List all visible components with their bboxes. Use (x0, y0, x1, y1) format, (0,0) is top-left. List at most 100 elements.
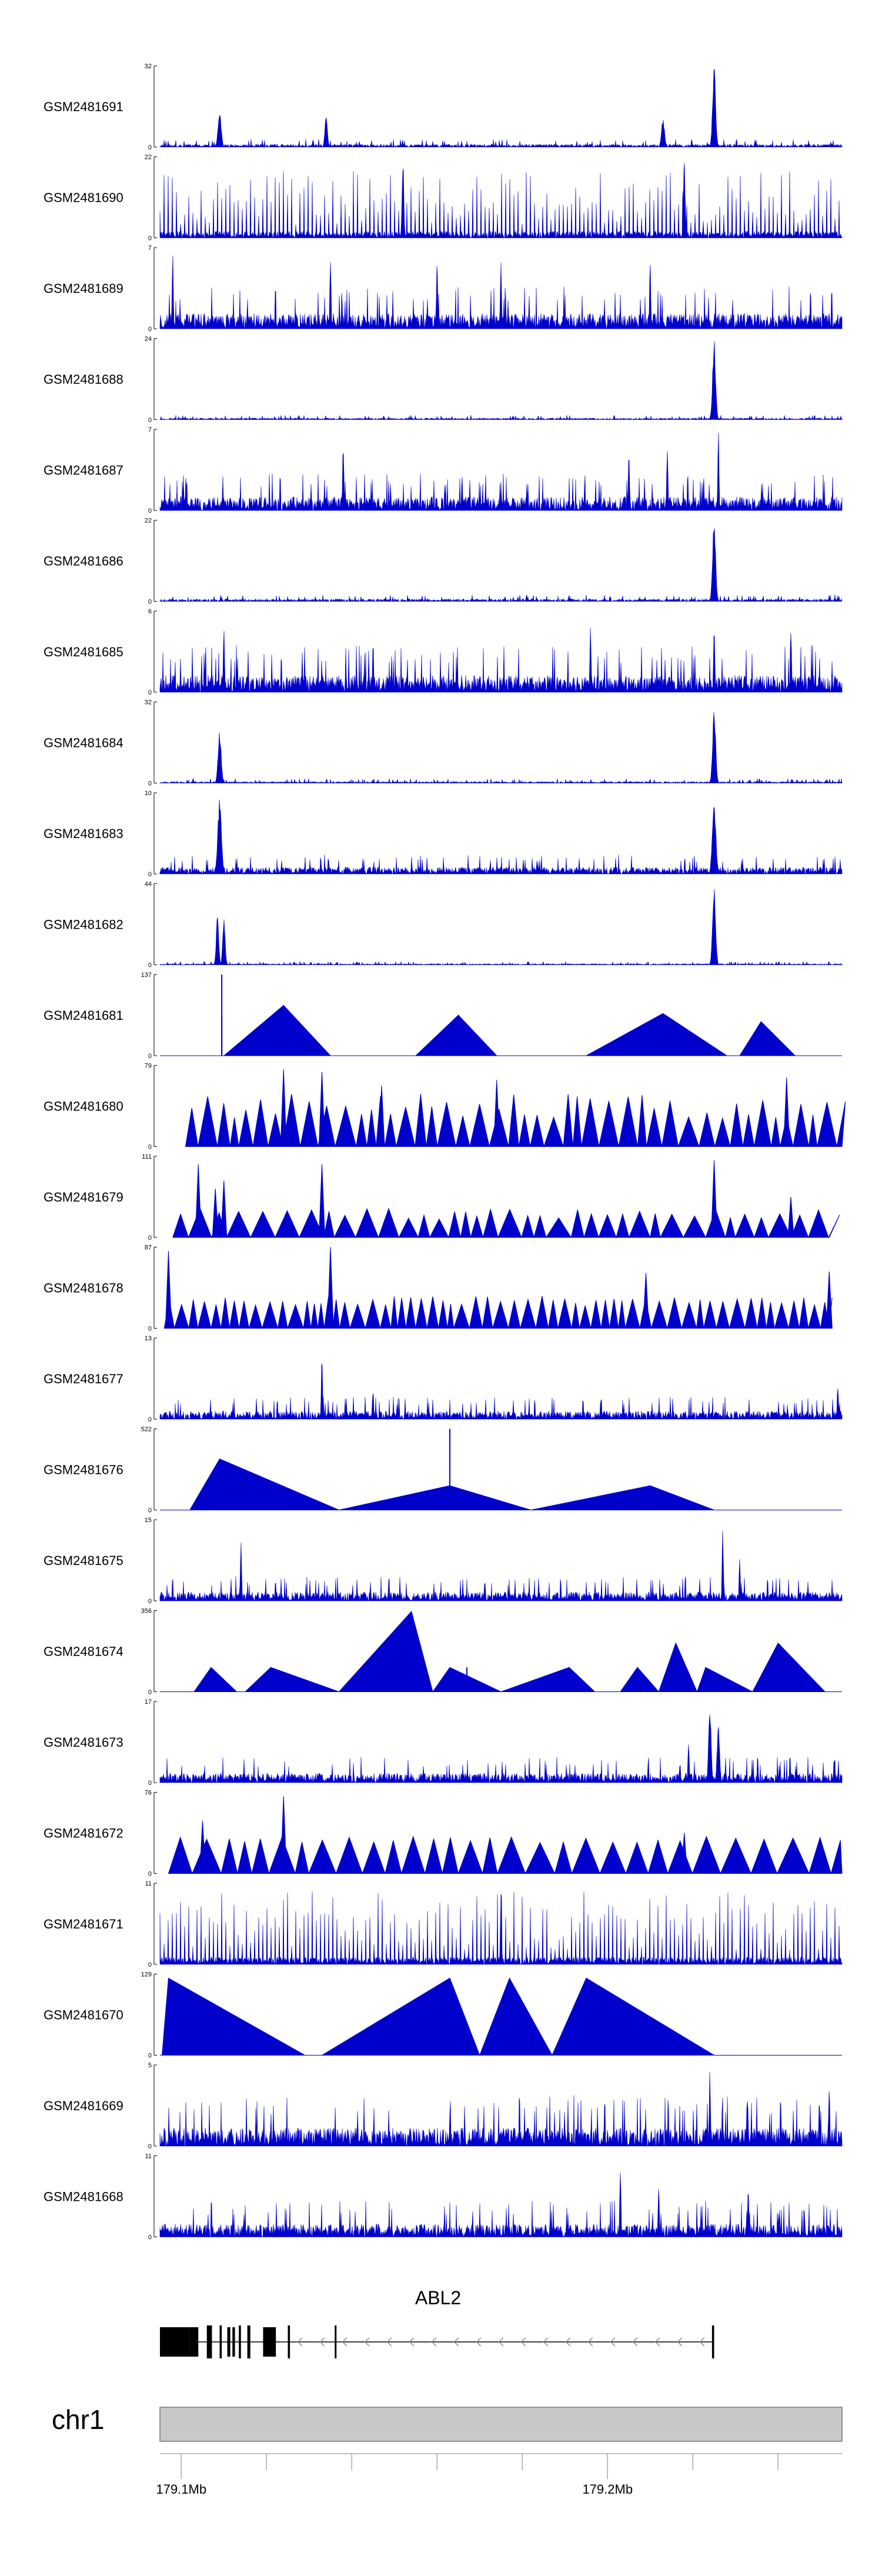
track-coverage-area (193, 1610, 826, 1693)
strand-arrow (386, 2337, 392, 2347)
track-GSM2481689: GSM2481689 7 0 (44, 245, 843, 333)
track-ymax-label: 129 (141, 1971, 152, 1978)
track-coverage-area (185, 1093, 846, 1148)
track-ymin-label: 0 (148, 1326, 152, 1333)
track-ymax-label: 44 (145, 881, 152, 888)
track-ymax-label: 17 (145, 1699, 152, 1706)
track-ymin-label: 0 (148, 1234, 152, 1242)
track-coverage-area (168, 1836, 843, 1875)
track-ymin-label: 0 (148, 1871, 152, 1878)
track-coverage-area (159, 799, 843, 875)
track-label: GSM2481686 (44, 554, 123, 569)
track-ymax-label: 137 (141, 972, 152, 979)
strand-arrow (319, 2337, 325, 2347)
track-spike (787, 1196, 794, 1238)
track-ymax-label: 22 (145, 518, 152, 525)
track-label: GSM2481678 (44, 1281, 123, 1296)
track-label: GSM2481687 (44, 463, 123, 478)
strand-arrow (543, 2337, 549, 2347)
track-ymax-label: 32 (145, 699, 152, 706)
gene-exon (219, 2325, 222, 2358)
strand-arrow (409, 2337, 415, 2347)
strand-arrow (654, 2337, 660, 2347)
track-spike (642, 1273, 650, 1329)
track-label: GSM2481688 (44, 372, 123, 387)
track-ymin-label: 0 (148, 508, 152, 515)
track-GSM2481687: GSM2481687 7 0 (44, 426, 843, 515)
strand-arrow (587, 2337, 593, 2347)
track-ymin-label: 0 (148, 1416, 152, 1423)
track-coverage-area (159, 2071, 843, 2147)
track-label: GSM2481684 (44, 736, 123, 750)
strand-arrow (677, 2337, 683, 2347)
track-spike (783, 1077, 790, 1147)
track-ymax-label: 6 (148, 608, 152, 615)
track-ymin-label: 0 (148, 1961, 152, 1968)
track-label: GSM2481677 (44, 1372, 123, 1386)
track-spike (220, 1180, 228, 1238)
track-GSM2481685: GSM2481685 6 0 (44, 608, 843, 696)
track-spike (195, 1164, 202, 1238)
track-label: GSM2481682 (44, 917, 123, 932)
track-ymax-label: 7 (148, 426, 152, 433)
track-label: GSM2481668 (44, 2190, 123, 2204)
strand-arrow (431, 2337, 437, 2347)
track-GSM2481669: GSM2481669 5 0 (44, 2062, 843, 2150)
gene-name-label: ABL2 (415, 2287, 461, 2308)
gene-exon (263, 2327, 276, 2357)
track-ymax-label: 22 (145, 154, 152, 161)
track-ymax-label: 87 (145, 1244, 152, 1252)
track-ymax-label: 111 (142, 1153, 152, 1160)
genome-axis: 179.1Mb 179.2Mb (156, 2453, 842, 2497)
track-GSM2481668: GSM2481668 11 0 (44, 2153, 843, 2241)
track-spike (318, 1072, 326, 1147)
track-ymin-label: 0 (148, 326, 152, 333)
track-GSM2481690: GSM2481690 22 0 (44, 154, 843, 242)
track-ymax-label: 5 (148, 2062, 152, 2069)
track-spike (378, 1085, 385, 1147)
track-spike (318, 1164, 326, 1238)
track-GSM2481684: GSM2481684 32 0 (44, 699, 843, 788)
track-GSM2481675: GSM2481675 15 0 (44, 1517, 843, 1605)
track-ymax-label: 522 (141, 1426, 152, 1433)
track-ymax-label: 15 (145, 1517, 152, 1524)
track-label: GSM2481670 (44, 2008, 123, 2023)
chromosome-ideogram: chr1 (52, 2404, 843, 2442)
track-label: GSM2481672 (44, 1826, 123, 1841)
track-ymin-label: 0 (148, 689, 152, 696)
track-spike (710, 1160, 718, 1238)
coverage-tracks: GSM2481691320GSM2481690220GSM248168970GS… (44, 63, 846, 2241)
strand-arrow (520, 2337, 526, 2347)
track-coverage-area (159, 889, 843, 966)
track-ymin-label: 0 (148, 1780, 152, 1787)
track-coverage-area (159, 1363, 843, 1420)
track-coverage-area (159, 163, 843, 239)
track-spike (165, 1251, 172, 1329)
gene-annotation-track: ABL2 (160, 2287, 714, 2358)
track-spike (212, 1189, 219, 1238)
track-label: GSM2481673 (44, 1735, 123, 1750)
track-GSM2481683: GSM2481683 10 0 (44, 790, 843, 878)
track-spike (493, 1080, 500, 1147)
strand-arrow (498, 2337, 504, 2347)
track-ymax-label: 11 (145, 2153, 152, 2160)
track-coverage-area (159, 1714, 843, 1783)
track-ymax-label: 79 (145, 1063, 152, 1070)
track-ymin-label: 0 (148, 144, 152, 151)
track-ymax-label: 7 (148, 245, 152, 252)
track-label: GSM2481680 (44, 1099, 123, 1114)
track-ymax-label: 11 (145, 1880, 152, 1887)
track-ymax-label: 24 (145, 336, 152, 343)
axis-tick-label: 179.2Mb (582, 2482, 633, 2497)
track-GSM2481676: GSM2481676 522 0 (44, 1426, 842, 1514)
track-ymin-label: 0 (148, 2143, 152, 2150)
track-ymin-label: 0 (148, 1507, 152, 1514)
track-ymin-label: 0 (148, 235, 152, 242)
track-coverage-area (159, 341, 843, 421)
track-coverage-area (163, 1296, 833, 1330)
track-coverage-area (189, 1458, 783, 1511)
track-GSM2481671: GSM2481671 11 0 (44, 1880, 843, 1968)
track-ymin-label: 0 (148, 962, 152, 969)
track-ymax-label: 76 (145, 1790, 152, 1797)
